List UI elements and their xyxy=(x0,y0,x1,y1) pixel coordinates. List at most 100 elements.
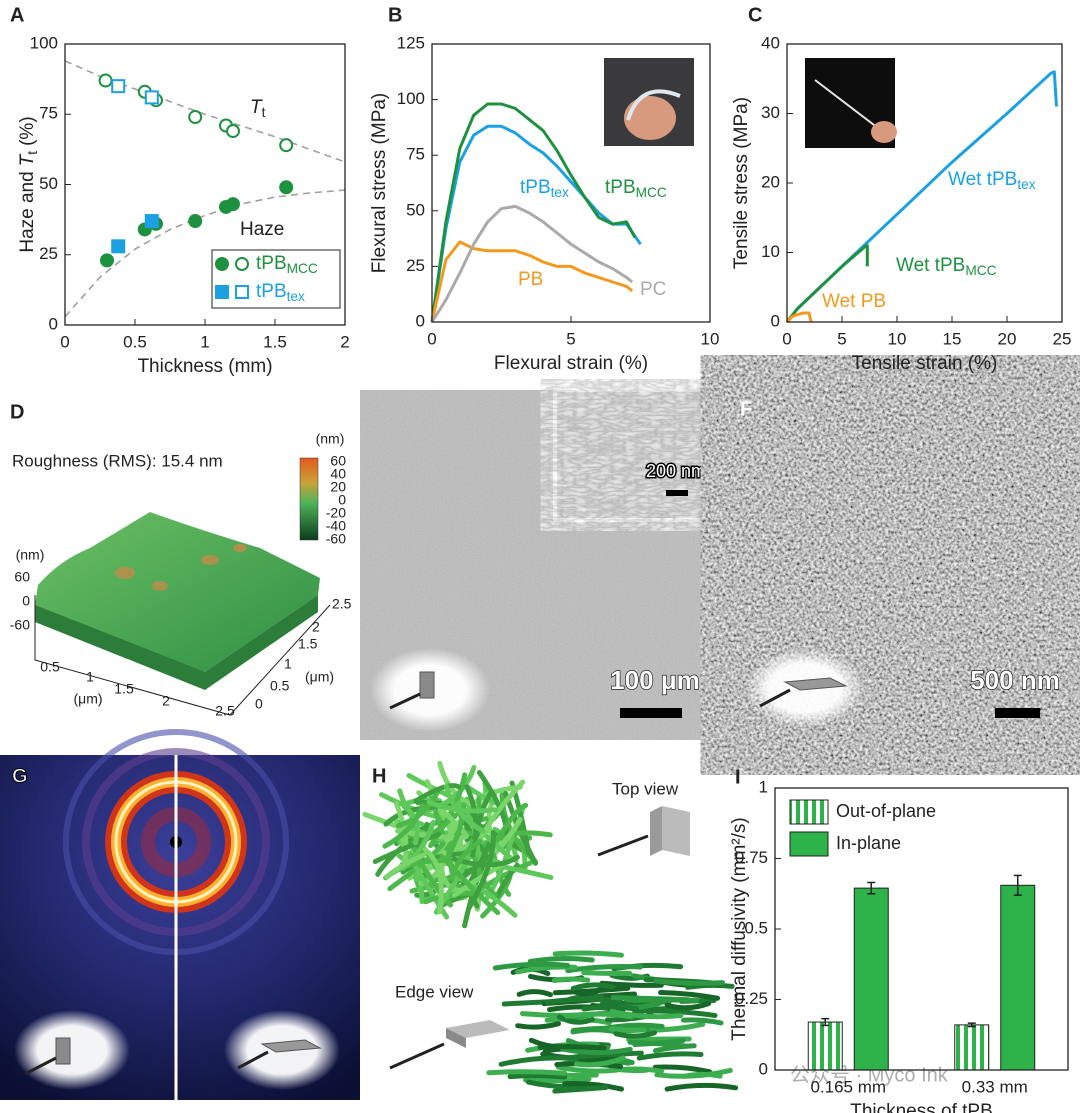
colorbar-tick: 60 xyxy=(330,453,346,469)
plot-frame xyxy=(786,43,1063,323)
arrow xyxy=(759,688,791,708)
legend-swatch xyxy=(789,799,829,825)
bar xyxy=(954,1024,990,1071)
y-axis-label-unit: (%) xyxy=(17,116,38,146)
fiber xyxy=(551,976,591,983)
series-label-subscript: tex xyxy=(551,185,569,200)
y-axis-label: Thermal diffusivity (mm²/s) xyxy=(729,817,750,1040)
line xyxy=(430,204,634,323)
series-label-main: Wet tPB xyxy=(948,169,1017,190)
x-tick-label: 10 xyxy=(888,329,907,348)
series-label-main: Wet tPB xyxy=(896,255,965,276)
y-tick-label: 100 xyxy=(30,33,58,52)
point xyxy=(111,79,126,94)
x-tick: 2.5 xyxy=(215,703,235,719)
surface-side xyxy=(35,595,318,690)
fiber xyxy=(610,995,691,1003)
x-axis-label: Flexural strain (%) xyxy=(494,353,648,374)
arrow xyxy=(237,1050,269,1070)
fiber xyxy=(516,989,553,998)
colorbar-tick: -40 xyxy=(326,518,346,534)
series-label-main: tPB xyxy=(605,177,636,198)
x-axis-label: Tensile strain (%) xyxy=(852,353,998,374)
legend-label: In-plane xyxy=(836,833,901,853)
point xyxy=(188,110,203,125)
y-tick-label: 25 xyxy=(39,244,58,263)
line xyxy=(430,240,634,323)
y-tick-label: 0 xyxy=(759,1059,768,1078)
series-label-main: tPB xyxy=(520,177,551,198)
fiber xyxy=(555,1064,620,1074)
fiber xyxy=(573,1050,644,1060)
fiber xyxy=(493,802,529,846)
z-unit: (nm) xyxy=(16,547,45,563)
annotation: Haze xyxy=(240,219,284,240)
y-tick-label: 1 xyxy=(759,777,768,796)
y-tick-label: 25 xyxy=(406,256,425,275)
plot-frame xyxy=(774,787,1069,1071)
y-tick: 0 xyxy=(255,696,263,712)
panel-letter: C xyxy=(748,4,762,26)
legend-label: Out-of-plane xyxy=(836,801,936,821)
fiber xyxy=(564,1011,634,1020)
sample-block xyxy=(419,671,435,699)
x-tick-label: 0 xyxy=(427,329,436,348)
fiber xyxy=(658,990,721,1001)
fiber xyxy=(437,805,469,839)
fiber xyxy=(581,970,633,976)
x-unit: (μm) xyxy=(73,691,102,707)
error-bar xyxy=(867,881,876,895)
series-label: Wet PB xyxy=(822,291,886,312)
y-tick-label: 100 xyxy=(397,89,425,108)
panel-title: Roughness (RMS): 15.4 nm xyxy=(12,451,223,470)
x-tick: 1.5 xyxy=(114,681,134,697)
scale-bar xyxy=(620,708,682,718)
point xyxy=(98,73,113,88)
legend-label-main: tPB xyxy=(256,253,287,274)
fiber xyxy=(544,1016,612,1026)
y-axis-label: Haze and Tt (%) xyxy=(17,116,40,252)
x-tick-label: 25 xyxy=(1053,329,1072,348)
y-tick-label: 0.75 xyxy=(735,848,768,867)
y-axis-label: Flexural stress (MPa) xyxy=(369,93,390,274)
colorbar-tick: -20 xyxy=(326,505,346,521)
error-bar xyxy=(1013,874,1022,896)
view-label: Top view xyxy=(612,779,679,798)
y-axis-label-italic: T xyxy=(17,153,38,166)
panel-letter: H xyxy=(372,765,386,787)
y-unit: (μm) xyxy=(305,669,334,685)
y-tick-label: 0 xyxy=(416,311,425,330)
scale-bar xyxy=(666,490,688,496)
panel-letter: I xyxy=(735,766,741,788)
fiber xyxy=(644,1008,718,1018)
series-label: PC xyxy=(640,279,666,300)
series-label-main: PB xyxy=(518,269,543,290)
sample-block xyxy=(783,677,848,691)
legend-marker xyxy=(235,285,249,299)
y-tick-label: 50 xyxy=(39,174,58,193)
fiber xyxy=(413,783,462,804)
fiber xyxy=(664,1001,712,1011)
bar xyxy=(1000,884,1036,1071)
x-tick-label: 5 xyxy=(837,329,846,348)
sample-block xyxy=(650,806,662,856)
fiber xyxy=(552,985,631,996)
x-tick-label: 0.5 xyxy=(123,332,147,351)
point xyxy=(188,214,203,229)
x-axis-label: Thickness of tPB xyxy=(850,1101,993,1113)
plot-frame xyxy=(64,43,346,326)
y-tick-label: 10 xyxy=(761,242,780,261)
fiber-group xyxy=(362,760,739,1094)
x-tick-label: 2 xyxy=(340,332,349,351)
panel-letter: G xyxy=(12,765,28,787)
fiber xyxy=(608,1026,647,1033)
legend-label-subscript: MCC xyxy=(287,261,318,276)
fiber xyxy=(523,1076,592,1084)
bar xyxy=(853,887,889,1071)
fiber xyxy=(562,1081,624,1092)
line xyxy=(430,102,637,323)
x-tick-label: 5 xyxy=(566,329,575,348)
fiber xyxy=(384,852,427,880)
colorbar-unit: (nm) xyxy=(316,431,345,447)
